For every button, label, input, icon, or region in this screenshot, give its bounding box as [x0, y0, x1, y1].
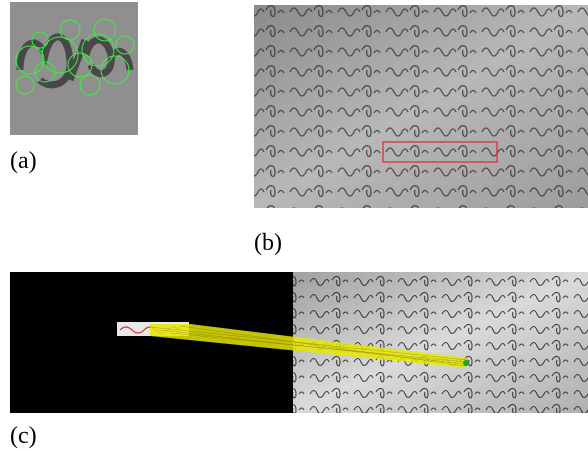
panel-label: (c)	[10, 423, 37, 449]
panel-a-image	[10, 2, 138, 135]
panel-b-image	[254, 5, 588, 208]
panel-label: (a)	[10, 148, 37, 174]
panel-c-image	[10, 272, 588, 413]
page: {"panels": [{"label": "(a)"}, {"label": …	[0, 0, 588, 451]
figure: (a) (b) (c)	[0, 0, 588, 451]
panel-label: (b)	[254, 230, 282, 256]
